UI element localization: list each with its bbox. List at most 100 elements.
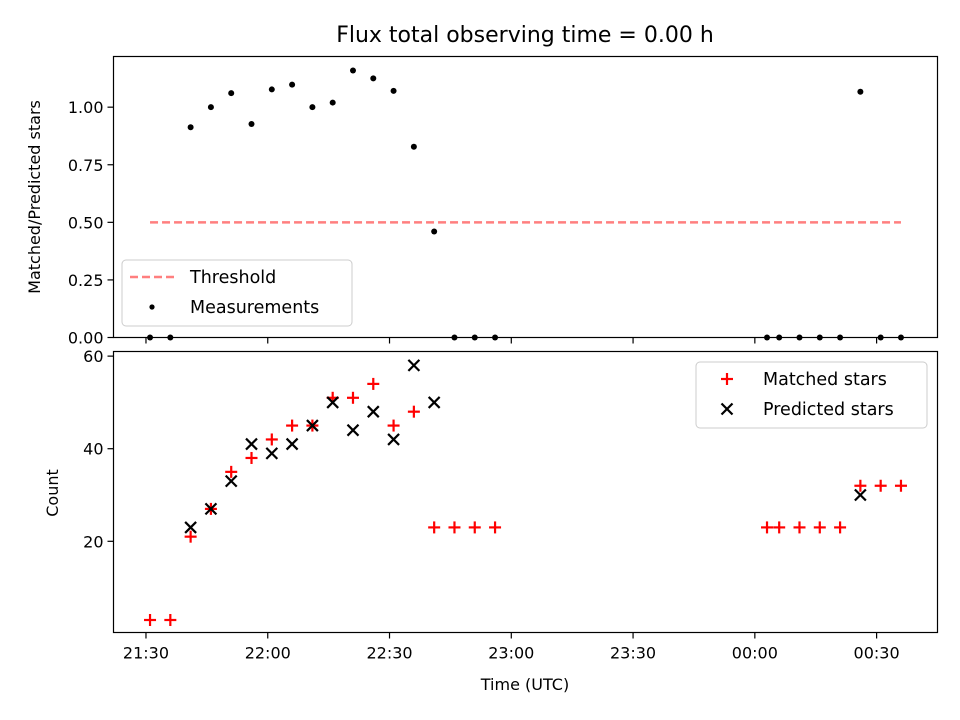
measurement-point bbox=[289, 81, 296, 88]
top-ytick-label: 0.00 bbox=[68, 329, 104, 348]
matched-point bbox=[793, 521, 806, 534]
matched-point bbox=[874, 479, 887, 492]
matched-point bbox=[225, 465, 238, 478]
predicted-point bbox=[224, 474, 238, 488]
matched-point bbox=[489, 521, 502, 534]
legend-predicted-label: Predicted stars bbox=[763, 400, 894, 420]
bottom-xtick-label: 23:00 bbox=[488, 644, 534, 663]
bottom-xtick-label: 00:00 bbox=[732, 644, 778, 663]
measurement-point bbox=[268, 86, 275, 93]
measurement-point bbox=[228, 90, 235, 97]
cross-b bbox=[265, 447, 279, 460]
measurement-point bbox=[207, 104, 214, 111]
measurement-point bbox=[248, 120, 255, 127]
predicted-point bbox=[245, 437, 258, 451]
predicted-point bbox=[346, 423, 360, 437]
matched-point bbox=[144, 614, 157, 627]
bottom-xlabel: Time (UTC) bbox=[480, 675, 569, 694]
measurement-point bbox=[431, 228, 438, 235]
matched-point bbox=[164, 614, 177, 627]
matched-point bbox=[387, 419, 400, 432]
top-legend-box bbox=[121, 259, 353, 327]
cross-b bbox=[387, 433, 400, 446]
top-ytick-label: 0.50 bbox=[68, 213, 104, 232]
bottom-xtick-label: 23:30 bbox=[610, 644, 656, 663]
predicted-point bbox=[407, 359, 421, 372]
measurement-point bbox=[349, 67, 356, 74]
chart-title: Flux total observing time = 0.00 h bbox=[336, 23, 714, 48]
bottom-ytick-label: 20 bbox=[83, 532, 103, 551]
matched-point bbox=[813, 521, 826, 534]
predicted-point bbox=[326, 396, 339, 409]
matched-point bbox=[761, 521, 774, 534]
bottom-xtick-label: 00:30 bbox=[854, 644, 900, 663]
bottom-xtick-label: 22:00 bbox=[245, 644, 291, 663]
top-ytick-label: 0.75 bbox=[68, 156, 104, 175]
cross-b bbox=[326, 396, 339, 409]
matched-point bbox=[245, 451, 258, 464]
matched-point bbox=[184, 530, 197, 543]
bottom-ytick-label: 60 bbox=[83, 347, 103, 366]
measurement-point bbox=[370, 75, 377, 82]
matched-point bbox=[773, 521, 786, 534]
bottom-legend: Matched stars Predicted stars bbox=[695, 361, 928, 429]
matched-point bbox=[428, 521, 441, 534]
measurement-point bbox=[390, 87, 397, 94]
ratio-panel: Matched/Predicted stars 0.00 0.25 0.50 0.75… bbox=[25, 55, 939, 348]
predicted-point bbox=[265, 447, 279, 460]
predicted-point bbox=[204, 502, 218, 516]
legend-predicted-marker bbox=[720, 402, 734, 416]
matched-point bbox=[468, 521, 481, 534]
matched-point bbox=[407, 405, 420, 418]
legend-measurements-marker bbox=[149, 304, 155, 310]
cross-b bbox=[245, 437, 258, 451]
cross-b bbox=[427, 396, 441, 409]
bottom-axes-frame bbox=[112, 350, 939, 634]
predicted-point bbox=[306, 419, 319, 432]
bottom-ytick-label: 40 bbox=[83, 440, 103, 459]
matched-point bbox=[894, 479, 907, 492]
predicted-point bbox=[427, 396, 441, 409]
matched-point bbox=[265, 433, 278, 446]
top-axes-frame bbox=[112, 55, 939, 339]
legend-measurements-label: Measurements bbox=[190, 298, 319, 318]
cross-b bbox=[720, 402, 734, 416]
matched-point bbox=[834, 521, 847, 534]
legend-threshold-label: Threshold bbox=[189, 268, 276, 288]
measurement-point bbox=[857, 88, 864, 95]
bottom-xtick-label: 21:30 bbox=[123, 644, 169, 663]
cross-b bbox=[306, 419, 319, 432]
legend-plus bbox=[721, 373, 733, 385]
predicted-point bbox=[854, 488, 867, 502]
matched-point bbox=[854, 479, 867, 492]
predicted-point bbox=[285, 437, 299, 451]
cross-b bbox=[346, 423, 360, 437]
bottom-xtick-label: 22:30 bbox=[366, 644, 412, 663]
cross-b bbox=[407, 359, 421, 372]
cross-b bbox=[854, 488, 867, 502]
matched-point bbox=[346, 391, 359, 404]
legend-cross bbox=[720, 402, 734, 416]
matched-point bbox=[286, 419, 299, 432]
cross-b bbox=[224, 474, 238, 488]
cross-b bbox=[367, 405, 380, 418]
count-panel: Count Time (UTC) 20 40 60 21:30 22:00 22:30 23… bbox=[43, 347, 939, 694]
predicted-point bbox=[367, 405, 380, 418]
bottom-ylabel: Count bbox=[43, 469, 62, 517]
cross-b bbox=[285, 437, 299, 451]
legend-matched-marker bbox=[721, 373, 733, 385]
measurement-point bbox=[410, 143, 417, 150]
predicted-point bbox=[184, 521, 197, 534]
predicted-point bbox=[387, 433, 400, 446]
matched-point bbox=[367, 377, 380, 390]
top-legend: Threshold Measurements bbox=[121, 259, 353, 327]
top-ytick-label: 0.25 bbox=[68, 271, 104, 290]
bottom-legend-box bbox=[695, 361, 928, 429]
measurement-point bbox=[309, 104, 316, 111]
top-ytick-label: 1.00 bbox=[68, 98, 104, 117]
measurement-point bbox=[187, 124, 194, 131]
measurement-point bbox=[329, 99, 336, 106]
matched-point bbox=[448, 521, 461, 534]
cross-b bbox=[184, 521, 197, 534]
